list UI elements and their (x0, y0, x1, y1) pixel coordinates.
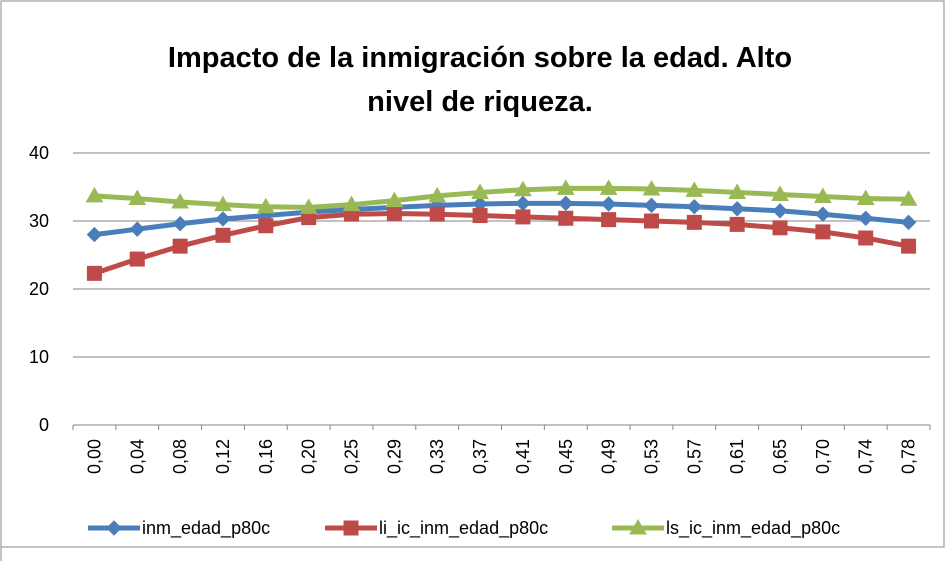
marker (85, 186, 104, 203)
marker (215, 227, 231, 243)
marker (772, 220, 788, 236)
marker (815, 206, 831, 222)
marker (472, 208, 488, 224)
marker (599, 179, 618, 195)
chart-title: Impacto de la inmigración sobre la edad.… (168, 42, 792, 74)
marker (686, 199, 703, 215)
x-tick-label: 0,49 (599, 439, 619, 474)
marker (172, 216, 188, 232)
x-tick-label: 0,65 (770, 439, 790, 474)
marker (856, 189, 875, 206)
marker (900, 214, 917, 231)
marker (514, 180, 532, 197)
marker (558, 195, 574, 212)
marker (215, 211, 231, 227)
chart-border (0, 0, 945, 548)
legend-label: inm_edad_p80c (142, 518, 270, 539)
legend-label: ls_ic_inm_edad_p80c (666, 518, 840, 539)
x-tick-label: 0,45 (556, 439, 576, 474)
marker (515, 209, 531, 225)
marker (558, 210, 574, 226)
marker (729, 201, 745, 217)
marker (214, 195, 232, 212)
y-tick-label: 20 (29, 279, 49, 299)
x-tick-label: 0,74 (856, 439, 876, 474)
x-tick-label: 0,12 (213, 439, 233, 474)
marker (386, 206, 402, 222)
y-tick-label: 40 (29, 143, 49, 163)
marker (815, 224, 831, 240)
marker (171, 192, 189, 209)
x-tick-label: 0,70 (813, 439, 833, 474)
x-tick-label: 0,04 (127, 439, 147, 474)
marker (471, 183, 489, 199)
x-tick-label: 0,00 (84, 439, 104, 474)
y-tick-label: 10 (29, 347, 49, 367)
marker (86, 265, 102, 281)
x-tick-label: 0,29 (384, 439, 404, 474)
series-line (94, 185, 909, 210)
marker (428, 186, 447, 203)
marker (172, 238, 188, 254)
marker (858, 230, 874, 246)
x-tick-label: 0,16 (256, 439, 276, 474)
x-tick-label: 0,78 (899, 439, 919, 474)
marker (643, 197, 660, 214)
legend-label: li_ic_inm_edad_p80c (379, 518, 548, 539)
marker (858, 210, 874, 226)
marker (729, 216, 745, 232)
marker (728, 183, 747, 199)
y-tick-label: 30 (29, 211, 49, 231)
marker (642, 180, 661, 196)
chart-title: nivel de riqueza. (367, 86, 593, 118)
x-tick-label: 0,25 (342, 439, 362, 474)
x-tick-label: 0,57 (684, 439, 704, 474)
x-tick-label: 0,53 (641, 439, 661, 474)
marker (128, 189, 147, 206)
marker (385, 191, 404, 208)
marker (601, 212, 617, 228)
marker (556, 179, 575, 195)
marker (899, 190, 918, 206)
x-tick-label: 0,20 (299, 439, 319, 474)
marker (771, 185, 789, 201)
marker (772, 203, 788, 219)
marker (629, 518, 647, 535)
marker (600, 196, 617, 212)
x-tick-label: 0,33 (427, 439, 447, 474)
marker (106, 520, 122, 536)
marker (129, 251, 145, 267)
marker (686, 214, 702, 230)
marker (342, 195, 361, 212)
marker (256, 197, 275, 214)
marker (685, 181, 704, 197)
marker (901, 238, 917, 254)
marker (343, 520, 359, 536)
marker (129, 221, 145, 237)
x-tick-label: 0,37 (470, 439, 490, 474)
x-tick-label: 0,61 (727, 439, 747, 474)
x-tick-label: 0,41 (513, 439, 533, 474)
y-tick-label: 0 (39, 415, 49, 435)
marker (814, 187, 832, 204)
x-tick-label: 0,08 (170, 439, 190, 474)
marker (643, 213, 659, 229)
marker (429, 206, 445, 222)
marker (258, 218, 274, 234)
marker (86, 226, 103, 243)
marker (299, 198, 318, 214)
